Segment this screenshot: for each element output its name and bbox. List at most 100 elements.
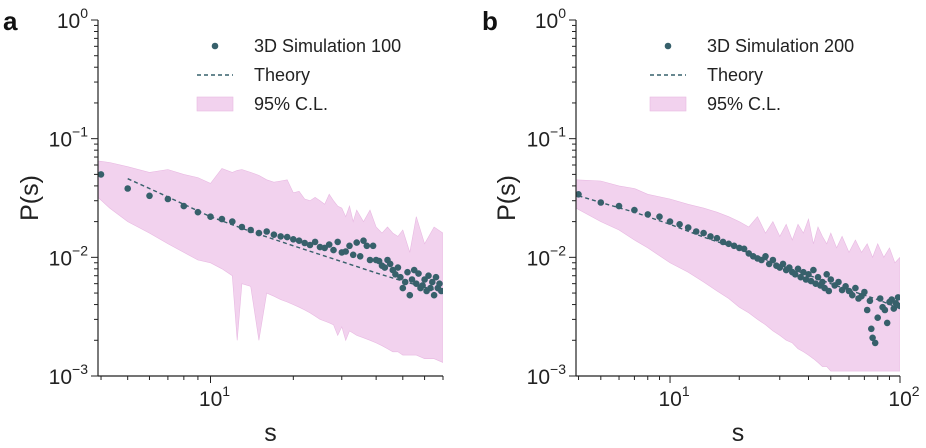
data-point bbox=[311, 238, 319, 246]
data-point bbox=[871, 339, 879, 347]
data-point bbox=[666, 218, 674, 225]
confidence-band bbox=[576, 179, 900, 372]
data-point bbox=[797, 273, 804, 281]
legend: 3D Simulation 200 Theory 95% C.L. bbox=[649, 36, 854, 114]
data-point bbox=[576, 191, 582, 198]
data-point bbox=[863, 306, 871, 314]
data-point bbox=[194, 208, 202, 216]
data-point bbox=[277, 233, 285, 240]
data-point bbox=[98, 171, 105, 178]
data-point bbox=[399, 284, 407, 292]
data-point bbox=[890, 305, 898, 312]
data-point bbox=[392, 271, 399, 278]
data-point bbox=[597, 199, 605, 206]
y-tick-label: 10−3 bbox=[527, 361, 567, 389]
legend-label: 3D Simulation 200 bbox=[707, 36, 854, 56]
data-point bbox=[432, 273, 440, 281]
data-point bbox=[363, 242, 371, 250]
plot-area bbox=[576, 179, 900, 372]
data-point bbox=[791, 271, 799, 278]
data-point bbox=[404, 268, 411, 276]
data-point bbox=[270, 231, 278, 238]
data-point bbox=[356, 252, 364, 260]
data-point bbox=[218, 215, 226, 223]
data-point bbox=[805, 271, 812, 278]
legend: 3D Simulation 100 Theory 95% C.L. bbox=[196, 36, 401, 114]
y-axis-label: P(s) bbox=[493, 175, 521, 221]
plot-area bbox=[98, 160, 443, 363]
data-point bbox=[394, 264, 402, 271]
x-tick-label: 101 bbox=[658, 383, 689, 411]
data-point bbox=[849, 291, 856, 299]
legend-label: 95% C.L. bbox=[254, 94, 328, 114]
data-point bbox=[631, 206, 638, 214]
confidence-band bbox=[98, 160, 443, 363]
panel-letter: a bbox=[3, 6, 18, 36]
data-point bbox=[684, 224, 692, 231]
data-point bbox=[861, 288, 868, 296]
data-point bbox=[415, 270, 422, 277]
data-point bbox=[427, 284, 434, 292]
legend-marker-band bbox=[196, 96, 234, 112]
data-point bbox=[401, 278, 409, 286]
data-point bbox=[229, 218, 236, 225]
panel-letter: b bbox=[482, 6, 498, 36]
data-point bbox=[835, 278, 842, 286]
data-point bbox=[827, 276, 835, 283]
data-point bbox=[124, 185, 131, 192]
axes: 100 10−1 10−2 10−3 101 bbox=[49, 5, 444, 411]
data-point bbox=[295, 237, 303, 244]
legend-label: Theory bbox=[254, 65, 310, 85]
data-point bbox=[894, 294, 900, 301]
data-point bbox=[425, 272, 432, 280]
data-point bbox=[353, 239, 361, 246]
data-point bbox=[869, 334, 876, 342]
axes: 100 10−1 10−2 10−3 101 102 bbox=[527, 5, 920, 411]
data-point bbox=[180, 202, 188, 210]
data-point bbox=[301, 239, 309, 247]
data-point bbox=[730, 242, 738, 250]
data-point bbox=[369, 242, 377, 250]
data-point bbox=[779, 260, 787, 268]
data-point bbox=[707, 233, 714, 240]
data-point bbox=[644, 211, 652, 218]
data-point bbox=[346, 242, 353, 250]
data-point bbox=[438, 287, 443, 295]
data-point bbox=[164, 195, 172, 203]
data-point bbox=[866, 297, 874, 305]
data-point bbox=[360, 237, 367, 244]
data-point bbox=[397, 273, 404, 281]
data-point bbox=[881, 306, 889, 314]
y-tick-label: 10−1 bbox=[527, 124, 567, 152]
data-point bbox=[842, 283, 849, 290]
data-point bbox=[283, 233, 291, 241]
data-point bbox=[874, 314, 881, 322]
data-point bbox=[676, 221, 683, 228]
x-axis-label: s bbox=[264, 419, 277, 447]
data-point bbox=[334, 238, 342, 246]
data-point bbox=[800, 268, 807, 276]
data-point bbox=[814, 273, 822, 281]
data-point bbox=[740, 245, 748, 253]
data-point bbox=[419, 282, 426, 289]
data-point bbox=[762, 252, 769, 260]
y-tick-label: 10−1 bbox=[49, 124, 89, 152]
data-point bbox=[406, 291, 414, 299]
panel-a: 100 10−1 10−2 10−3 101 s P(s) a 3D Simulation 10… bbox=[3, 5, 444, 447]
x-tick-label: 102 bbox=[888, 383, 919, 411]
data-point bbox=[692, 228, 700, 235]
data-point bbox=[238, 223, 246, 231]
data-point bbox=[429, 278, 436, 286]
legend-label: 95% C.L. bbox=[707, 94, 781, 114]
data-point bbox=[868, 325, 875, 333]
y-tick-label: 10−2 bbox=[49, 242, 89, 270]
data-point bbox=[656, 213, 663, 220]
data-point bbox=[810, 266, 817, 274]
data-point bbox=[794, 265, 802, 273]
y-tick-label: 10−2 bbox=[527, 242, 567, 270]
legend-label: 3D Simulation 100 bbox=[254, 36, 401, 56]
legend-marker-points bbox=[664, 42, 672, 50]
data-point bbox=[325, 241, 333, 248]
data-point bbox=[330, 246, 337, 254]
data-point bbox=[896, 302, 900, 310]
